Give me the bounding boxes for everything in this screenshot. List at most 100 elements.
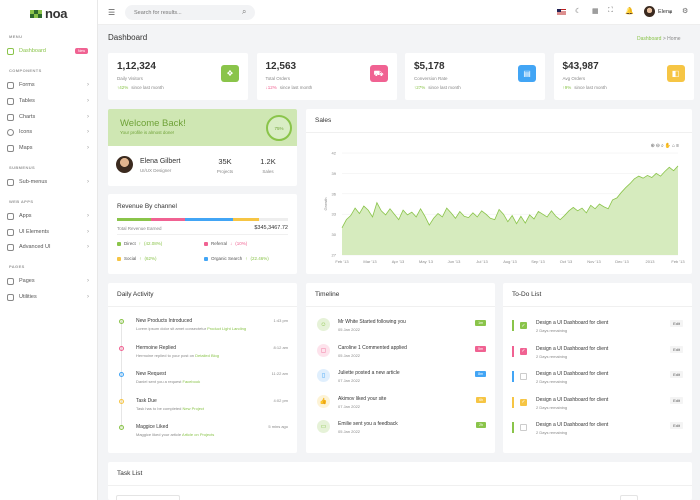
bell-icon[interactable]: 🔔	[625, 8, 634, 15]
revenue-bar-segment	[117, 218, 152, 221]
chevron-right-icon: ›	[87, 114, 89, 120]
todo-checkbox[interactable]: ✓	[520, 322, 527, 329]
chart-menu-icon[interactable]: ≡	[676, 143, 680, 149]
todo-edit-button[interactable]: Edit	[670, 320, 683, 327]
search-input[interactable]	[125, 5, 255, 20]
search-icon[interactable]: ⌕	[242, 7, 247, 16]
stat-since: since last month	[279, 85, 313, 90]
fullscreen-icon[interactable]: ⛶	[608, 7, 613, 14]
activity-link[interactable]: Facebook	[182, 379, 201, 384]
activity-desc-text: Maggice liked your article	[136, 432, 182, 437]
todo-checkbox[interactable]: ✓	[520, 347, 527, 355]
timeline-text: Akimov liked your site	[338, 395, 387, 402]
sales-count: 1.2K	[260, 157, 276, 166]
logo-cell	[38, 9, 42, 14]
task-search-input[interactable]	[116, 495, 180, 500]
stat-value: $43,987	[562, 61, 599, 72]
stat-label: Total Orders	[265, 76, 291, 81]
chevron-down-icon[interactable]: ▾	[669, 10, 672, 16]
x-tick-label: 2013	[646, 259, 656, 264]
todo-checkbox[interactable]	[520, 424, 527, 431]
timeline-date: 05 Jan 2022	[338, 327, 361, 332]
breadcrumb-parent[interactable]: Dashboard	[637, 36, 662, 42]
sidebar-item-label: Charts	[19, 114, 36, 120]
todo-checkbox[interactable]	[520, 373, 527, 380]
moon-icon[interactable]: ☾	[575, 8, 582, 15]
sidebar-item-utilities[interactable]: Utilities ›	[0, 290, 98, 304]
apps-grid-icon[interactable]: ▦	[592, 8, 599, 15]
activity-dot	[119, 372, 124, 377]
user-name[interactable]: Elena	[658, 9, 673, 15]
reset-home-icon[interactable]: ⌂	[672, 143, 677, 149]
sidebar-item-pages[interactable]: Pages ›	[0, 274, 98, 288]
chevron-right-icon: ›	[87, 145, 89, 151]
channel-name: Organic Search	[211, 256, 243, 261]
sidebar-item-submenus[interactable]: Sub-menus ›	[0, 175, 98, 189]
sidebar-item-charts[interactable]: Charts ›	[0, 110, 98, 124]
us-flag-icon[interactable]	[557, 9, 566, 15]
zoom-in-icon[interactable]: ⊕	[650, 143, 656, 149]
activity-desc-text: Task has to be completed	[136, 405, 182, 411]
profile-projects: 35K Projects	[210, 157, 240, 174]
activity-link[interactable]: Article on Projects	[182, 432, 215, 437]
chevron-right-icon: ›	[87, 244, 89, 250]
todo-edit-button[interactable]: Edit	[670, 345, 683, 353]
sidebar-item-maps[interactable]: Maps ›	[0, 141, 98, 155]
activity-link[interactable]: Detailed Blog	[195, 352, 219, 358]
sidebar-item-ui-elements[interactable]: UI Elements ›	[0, 225, 98, 239]
todo-edit-button[interactable]: Edit	[670, 371, 683, 378]
projects-count: 35K	[218, 157, 232, 166]
sidebar-item-icons[interactable]: Icons ›	[0, 125, 98, 139]
sidebar-item-apps[interactable]: Apps ›	[0, 209, 98, 223]
x-tick-label: Nov '13	[587, 259, 601, 264]
sidebar-item-dashboard[interactable]: Dashboard New	[0, 44, 98, 58]
tasklist-title: Task List	[117, 470, 143, 477]
channel-item: Organic Search ↑ (22.46%)	[204, 256, 269, 261]
arrow-up-icon: ↑	[117, 85, 120, 90]
sidebar-item-advanced-ui[interactable]: Advanced UI ›	[0, 240, 98, 254]
timeline-text: Juliette posted a new article	[338, 370, 400, 376]
todo-edit-button[interactable]: Edit	[670, 396, 683, 404]
sidebar-item-forms[interactable]: Forms ›	[0, 78, 98, 92]
profile-sales: 1.2K Sales	[253, 157, 283, 174]
menu-toggle-icon[interactable]: ☰	[108, 8, 116, 17]
channel-color-dot	[117, 241, 121, 246]
welcome-title: Welcome Back!	[120, 118, 186, 129]
welcome-card: Welcome Back! Your profile is almost don…	[108, 109, 297, 186]
gear-icon[interactable]: ⚙	[682, 8, 689, 15]
todo-remaining: 2 Days remaining	[536, 353, 568, 359]
divider	[306, 132, 692, 133]
activity-link[interactable]: New Project	[182, 405, 205, 411]
timeline-title: Timeline	[315, 291, 340, 298]
timeline-item: ☺ Mr White Started following you 05 Jan 20…	[306, 316, 495, 342]
x-tick-label: Sep '13	[531, 259, 545, 264]
stat-since: since last month	[574, 85, 607, 90]
activity-item: New Products Introduced Lorem ipsum dolor…	[108, 315, 297, 341]
activity-title: New Products Introduced	[136, 318, 193, 324]
timeline-item: ▭ Emilie sent you a feedback 05 Jan 2022 2h	[306, 418, 495, 444]
chevron-right-icon: ›	[87, 129, 89, 135]
stat-value: 12,563	[265, 61, 297, 72]
brand-logo[interactable]: noa	[30, 6, 68, 21]
zoom-out-icon[interactable]: ⊖	[655, 143, 661, 149]
todo-checkbox[interactable]: ✓	[520, 398, 527, 406]
todo-edit-button[interactable]: Edit	[670, 422, 683, 429]
activity-dot	[119, 319, 124, 324]
divider	[306, 306, 495, 307]
pan-icon[interactable]: ✋	[664, 143, 673, 149]
channel-change: (22.46%)	[250, 256, 269, 261]
activity-link[interactable]: Product Light Landing	[207, 326, 247, 331]
stat-since: since last month	[428, 85, 461, 90]
sales-area	[342, 165, 678, 255]
x-tick-label: Dec '13	[615, 259, 629, 264]
x-tick-label: Apr '13	[392, 259, 405, 264]
search-zoom-icon[interactable]: ⌕	[661, 143, 665, 149]
sales-chart: 27 30 33 36 39 42 Feb '13 Mar '13 Apr '13 May '13…	[323, 151, 685, 265]
task-filter-button[interactable]	[620, 495, 638, 500]
sidebar-item-tables[interactable]: Tables ›	[0, 94, 98, 108]
user-avatar[interactable]	[644, 6, 655, 17]
message-icon: ▭	[317, 420, 330, 433]
activity-title: New Request	[136, 371, 167, 377]
todo-accent-bar	[512, 422, 514, 433]
revenue-bar-rest	[258, 218, 288, 221]
